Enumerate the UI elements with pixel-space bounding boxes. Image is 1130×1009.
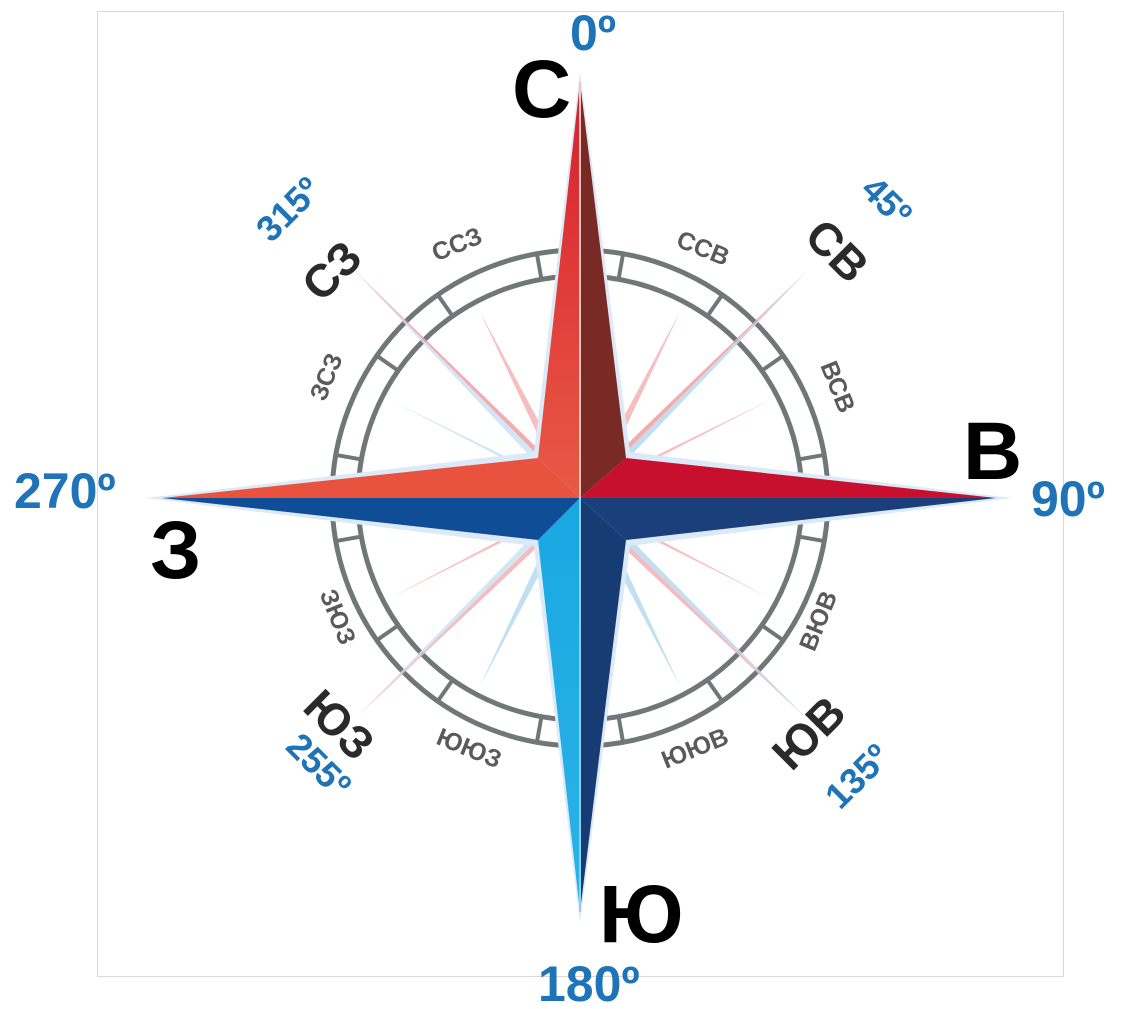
northeast-label: СВ [795,209,879,293]
north-label: С [512,44,571,135]
wnw-label: ЗСЗ [305,349,349,404]
ring-tick [335,534,362,544]
ring-tick [798,452,825,462]
ring-tick [616,253,626,280]
east-arm-bottom [580,498,996,540]
ring-tick [705,678,724,703]
ene-label: ВСВ [814,357,860,417]
ring-tick [534,253,544,280]
ese-label: ВЮВ [794,587,843,655]
ring-ticks [335,253,825,743]
northwest-label: СЗ [292,231,372,311]
north-degree: 0º [570,5,616,61]
ray-sw-b [358,498,580,716]
nnw-label: ССЗ [428,222,486,267]
north-arm-left [538,82,580,498]
west-arm-bottom [162,498,580,540]
ray-se-b [580,498,808,720]
ray-nw-b [352,268,580,498]
west-arm-top [162,458,580,498]
north-arm-right [580,82,626,498]
ring-tick [375,623,400,642]
west-degree: 270º [14,463,116,519]
east-degree: 90º [1031,471,1105,527]
ring-tick [798,534,825,544]
ring-tick [534,716,544,743]
diagram-frame [97,11,1064,977]
south-arm-left [538,498,580,912]
ring-tick [375,354,400,373]
northwest-degree: 315º [248,169,329,250]
nne-label: ССВ [673,225,734,271]
main-star [146,72,1012,922]
ring-tick [760,354,785,373]
ring-tick [335,452,362,462]
south-arm-right [580,498,626,912]
ring-tick [616,716,626,743]
south-degree: 180º [538,956,640,1009]
ring-tick [760,623,785,642]
ray-ne-b [580,270,808,498]
ring-tick [436,678,455,703]
east-arm-top [580,458,996,498]
south-label: Ю [599,869,684,960]
northeast-degree: 45º [854,168,921,235]
east-label: В [963,406,1022,497]
ring-tick [705,293,724,318]
ring-tick [436,293,455,318]
west-label: З [150,505,201,596]
